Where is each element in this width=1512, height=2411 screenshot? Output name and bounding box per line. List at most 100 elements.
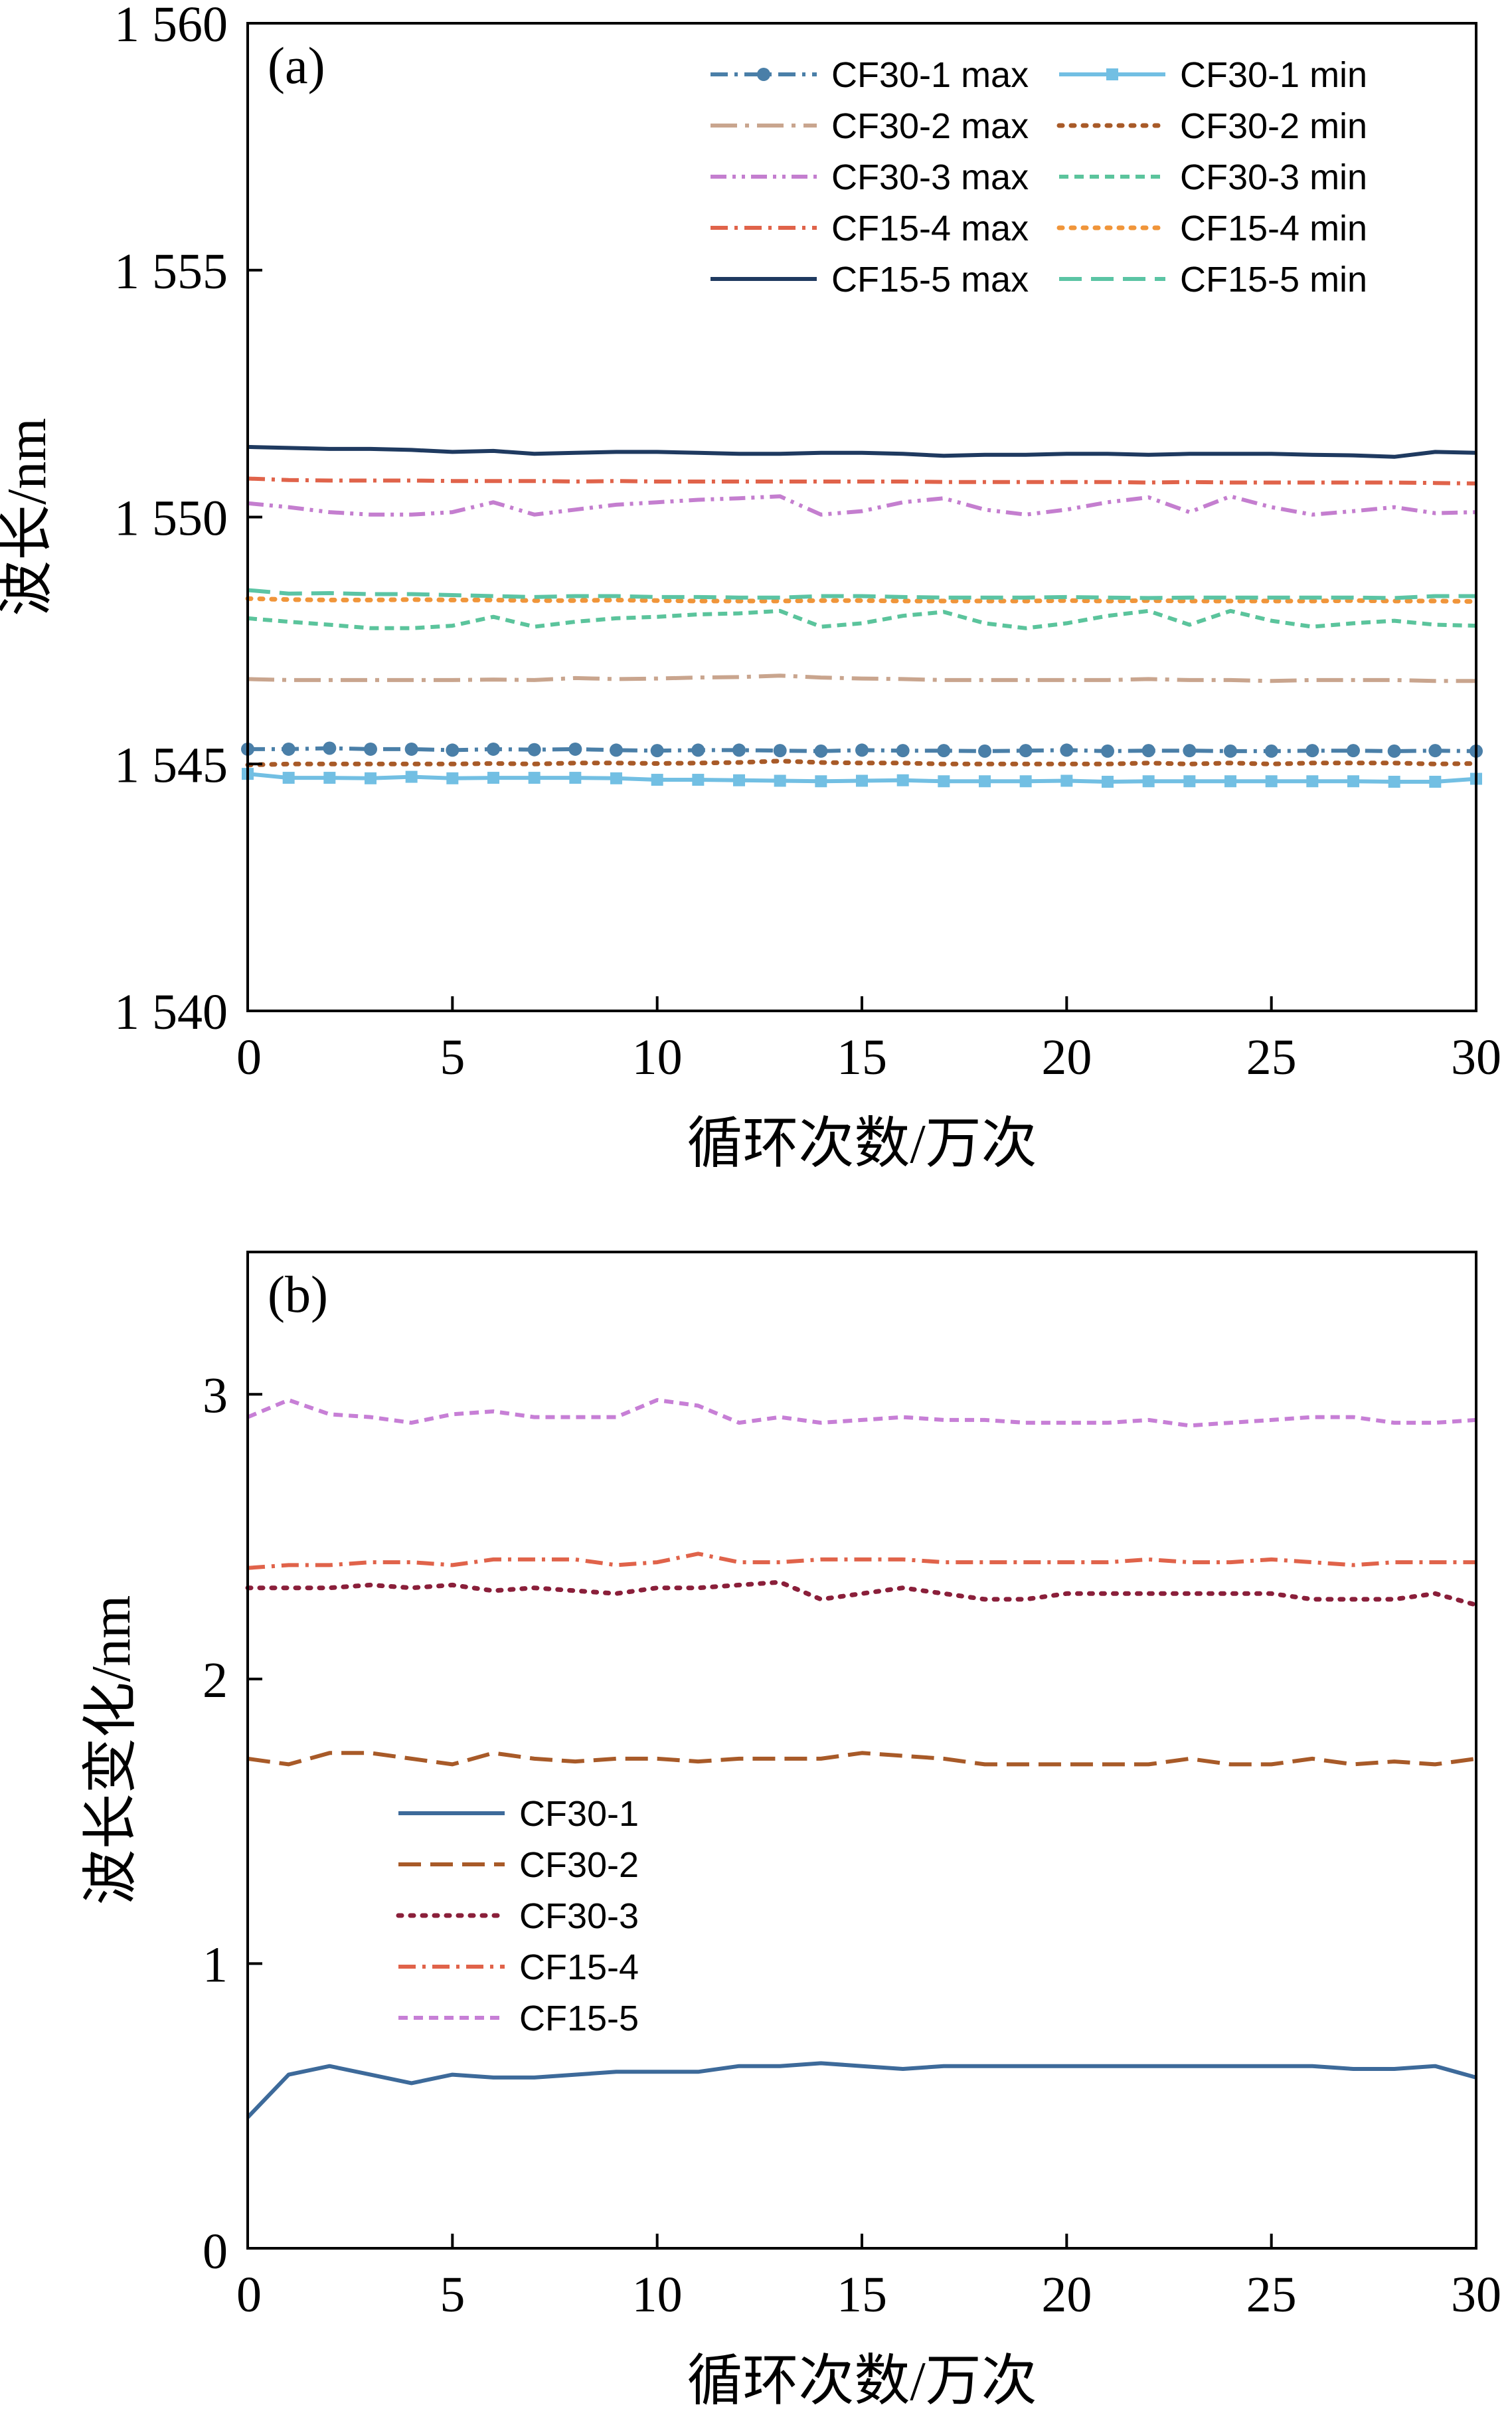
legend-entry: CF30-1 — [519, 1794, 639, 1834]
data-point — [978, 744, 991, 758]
legend-entry: CF30-2 — [519, 1845, 639, 1885]
legend-marker — [1106, 68, 1118, 80]
data-point — [1142, 775, 1155, 788]
panel-label: (b) — [268, 1265, 328, 1323]
x-tick-label: 20 — [1041, 2267, 1092, 2323]
data-point — [1387, 744, 1401, 758]
series-line-2 — [245, 1579, 1479, 1607]
data-point — [856, 774, 868, 787]
y-tick-label: 1 540 — [114, 984, 228, 1040]
legend-entry: CF30-3 max — [831, 157, 1029, 197]
data-point — [282, 742, 295, 756]
x-axis-label: 循环次数/万次 — [687, 2351, 1037, 2411]
series-line-7 — [245, 596, 1479, 604]
y-tick-label-origin: 0 — [203, 2224, 228, 2279]
x-tick-label: 5 — [440, 2267, 465, 2323]
data-point — [1264, 744, 1278, 758]
data-point — [364, 742, 377, 756]
legend-entry: CF15-5 — [519, 1999, 639, 2038]
series-line-1 — [247, 1751, 1477, 1767]
data-point — [815, 775, 827, 788]
x-tick-label: 15 — [837, 2267, 887, 2323]
x-tick-label: 5 — [440, 1029, 465, 1085]
legend-entry: CF30-1 min — [1180, 55, 1367, 95]
y-tick-label: 1 555 — [114, 244, 228, 300]
data-point — [528, 772, 541, 784]
data-point — [774, 774, 786, 787]
chart-panel-a: 0 5 10 15 20 25 30 1 540 1 545 1 550 1 555 1 560 循环次… — [0, 0, 1501, 1175]
data-point — [1347, 775, 1359, 788]
data-point — [1305, 744, 1319, 758]
y-tick-label: 2 — [203, 1652, 228, 1708]
data-point — [1060, 774, 1073, 787]
y-tick-label: 1 550 — [114, 491, 228, 547]
data-point — [732, 743, 746, 757]
x-tick-label: 0 — [236, 2267, 262, 2323]
data-point — [446, 743, 460, 757]
x-tick-label: 25 — [1246, 1029, 1297, 1085]
legend-entry: CF30-2 min — [1180, 106, 1367, 146]
x-tick-label: 0 — [236, 1029, 262, 1085]
data-point — [691, 743, 705, 757]
y-tick-label: 1 560 — [114, 0, 228, 52]
series-line-6 — [247, 476, 1477, 486]
x-tick-label: 25 — [1246, 2267, 1297, 2323]
y-tick-label: 1 545 — [114, 737, 228, 793]
data-point — [896, 744, 910, 758]
data-point — [323, 772, 336, 784]
legend-entry: CF15-4 min — [1180, 209, 1367, 248]
y-axis-label: 波长变化/nm — [80, 1595, 142, 1906]
series-line-5 — [247, 608, 1477, 630]
data-point — [610, 772, 622, 784]
data-point — [405, 770, 418, 783]
data-point — [979, 775, 991, 788]
series-line-2 — [247, 673, 1476, 683]
series-line-4 — [246, 1397, 1477, 1428]
x-tick-label: 20 — [1041, 1029, 1092, 1085]
series-line-0 — [246, 2061, 1477, 2119]
legend-entry: CF15-4 — [519, 1947, 639, 1987]
data-point — [1101, 744, 1114, 758]
data-point — [773, 744, 787, 758]
chart-panel-b: 0 5 10 15 20 25 301230循环次数/万次波长变化/nm(b)CF30-1C… — [80, 1251, 1501, 2411]
data-point — [733, 774, 745, 786]
legend-entry: CF30-3 min — [1180, 157, 1367, 197]
data-point — [938, 775, 950, 788]
data-point — [650, 744, 664, 758]
data-point — [896, 774, 909, 786]
panel-label: (a) — [268, 37, 325, 94]
data-point — [446, 772, 459, 784]
series-line-9 — [247, 588, 1476, 600]
series-line-3 — [247, 1552, 1476, 1570]
data-point — [1019, 744, 1033, 758]
legend-entry: CF30-3 — [519, 1896, 639, 1936]
x-tick-label: 30 — [1451, 2267, 1501, 2323]
legend-entry: CF30-2 max — [831, 106, 1029, 146]
data-point — [487, 772, 499, 784]
data-point — [1224, 744, 1237, 758]
data-point — [365, 772, 377, 784]
x-tick-label: 30 — [1451, 1029, 1501, 1085]
x-axis-label: 循环次数/万次 — [687, 1113, 1037, 1175]
data-point — [282, 772, 295, 784]
data-point — [404, 742, 418, 756]
y-axis-label: 波长/nm — [0, 418, 58, 616]
series-line-4 — [247, 494, 1477, 517]
series-line-8 — [247, 444, 1477, 459]
plot-frame — [246, 1251, 1477, 2250]
legend-entry: CF30-1 max — [831, 55, 1029, 95]
y-tick-label: 3 — [203, 1368, 228, 1423]
data-point — [569, 772, 582, 784]
data-point — [1265, 775, 1278, 788]
data-point — [610, 743, 623, 757]
data-point — [1428, 744, 1442, 758]
x-tick-label: 10 — [632, 2267, 683, 2323]
series-line-3 — [245, 759, 1479, 768]
data-point — [1347, 744, 1360, 758]
data-point — [487, 742, 500, 756]
data-point — [1183, 744, 1197, 758]
data-point — [855, 743, 869, 757]
data-point — [527, 743, 541, 757]
x-tick-label: 15 — [837, 1029, 887, 1085]
